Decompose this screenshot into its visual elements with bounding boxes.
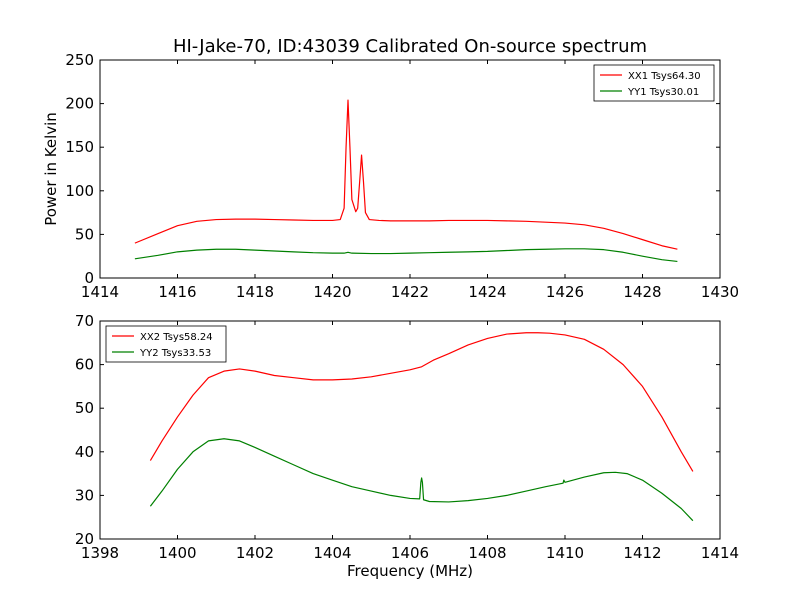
x-tick-label: 1398 <box>81 544 119 562</box>
x-tick-label: 1412 <box>623 544 661 562</box>
x-axis-label: Frequency (MHz) <box>347 562 473 580</box>
x-tick-label: 1400 <box>158 544 196 562</box>
plot-frame <box>99 320 721 540</box>
legend: XX1 Tsys64.30 YY1 Tsys30.01 <box>593 64 715 102</box>
y-tick-label: 40 <box>75 443 94 461</box>
y-tick-label: 0 <box>84 269 94 287</box>
legend-label: XX1 Tsys64.30 <box>628 71 701 82</box>
x-tick-label: 1402 <box>236 544 274 562</box>
y-tick-label: 50 <box>75 399 94 417</box>
legend-label: YY2 Tsys33.53 <box>139 348 211 359</box>
x-tick-label: 1424 <box>468 283 506 301</box>
y-tick-label: 200 <box>65 95 94 113</box>
legend-label: YY1 Tsys30.01 <box>627 87 699 98</box>
x-tick-label: 1420 <box>313 283 351 301</box>
x-tick-label: 1408 <box>468 544 506 562</box>
plot-frame <box>99 59 721 279</box>
x-tick-label: 1430 <box>701 283 739 301</box>
series-line-2-2 <box>149 438 694 522</box>
y-tick-label: 150 <box>65 138 94 156</box>
legend-label: XX2 Tsys58.24 <box>140 332 213 343</box>
legend: XX2 Tsys58.24 YY2 Tsys33.53 <box>105 325 227 363</box>
y-tick-label: 50 <box>75 225 94 243</box>
x-tick-label: 1428 <box>623 283 661 301</box>
y-tick-label: 60 <box>75 356 94 374</box>
series-line-1-1 <box>134 99 678 250</box>
legend-box <box>105 325 227 363</box>
legend-box <box>593 64 715 102</box>
x-tick-label: 1414 <box>701 544 739 562</box>
x-tick-label: 1426 <box>546 283 584 301</box>
chart-title: HI-Jake-70, ID:43039 Calibrated On-sourc… <box>173 36 647 57</box>
x-tick-label: 1410 <box>546 544 584 562</box>
y-tick-label: 70 <box>75 312 94 330</box>
y-tick-label: 100 <box>65 182 94 200</box>
x-tick-label: 1422 <box>391 283 429 301</box>
bottom-plot: 1398 1400 1402 1404 1406 1408 1410 1412 1414 20 30… <box>75 312 739 562</box>
top-plot: 1414 1416 1418 1420 1422 1424 1426 1428 1430 0 50 1… <box>65 51 739 301</box>
y-tick-label: 250 <box>65 51 94 69</box>
y-tick-label: 20 <box>75 530 94 548</box>
series-line-1-2 <box>134 248 678 263</box>
x-tick-label: 1414 <box>81 283 119 301</box>
x-tick-label: 1406 <box>391 544 429 562</box>
series-line-2-1 <box>149 332 694 472</box>
y-tick-label: 30 <box>75 486 94 504</box>
y-axis-label: Power in Kelvin <box>42 112 60 226</box>
x-tick-label: 1416 <box>158 283 196 301</box>
x-tick-label: 1404 <box>313 544 351 562</box>
x-tick-label: 1418 <box>236 283 274 301</box>
